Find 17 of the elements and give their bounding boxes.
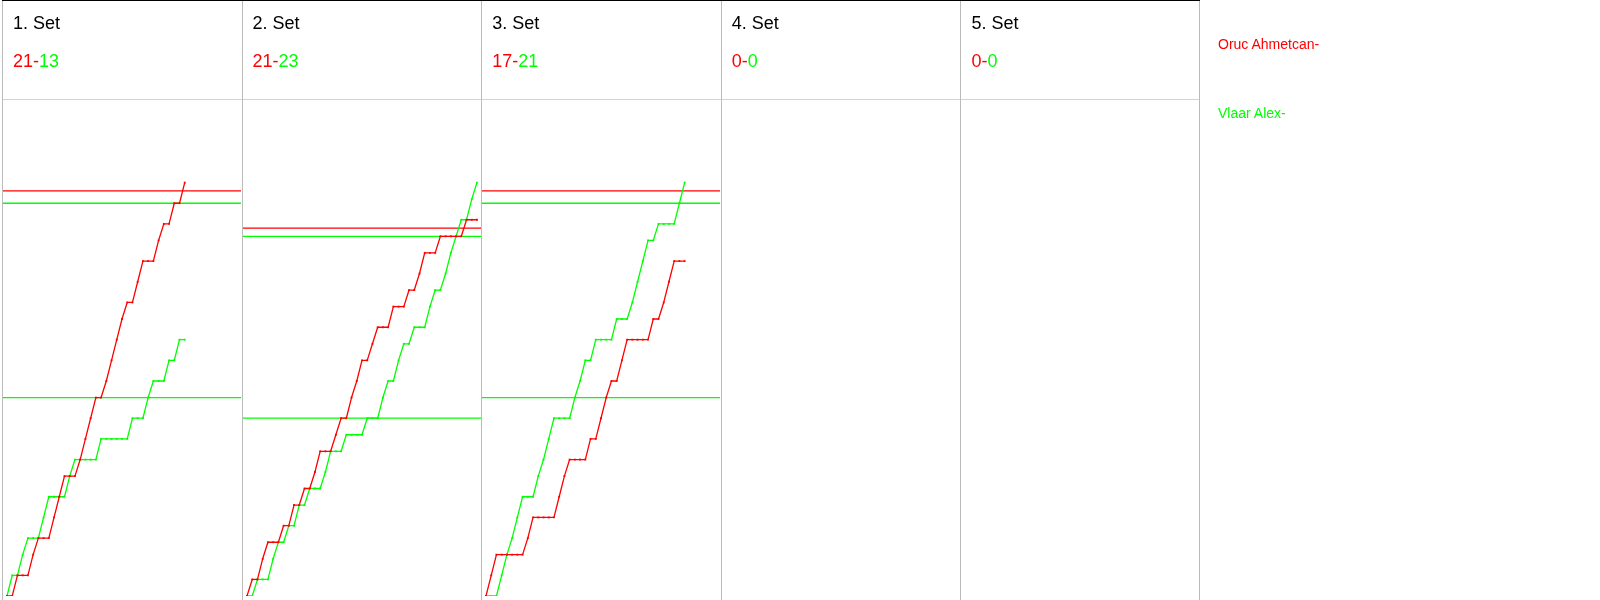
text: 0 (747, 51, 758, 71)
chart-title: 3. Set (492, 13, 540, 34)
text: Oruc Ahmetcan- (1218, 36, 1320, 52)
text: 0 (987, 51, 998, 71)
text: 5. Set (971, 13, 1019, 34)
text: 21- (13, 51, 39, 71)
text: Vlaar Alex- (1218, 105, 1286, 121)
text: 0- (971, 51, 988, 71)
text: 13 (39, 51, 60, 71)
chart-title: 2. Set (252, 13, 300, 34)
text: 23 (278, 51, 299, 71)
text: 21 (518, 51, 539, 71)
text: 21- (252, 51, 279, 71)
chart-title: 1. Set (13, 13, 61, 34)
text: 4. Set (731, 13, 779, 34)
text: 0- (731, 51, 748, 71)
text: 17- (492, 51, 519, 71)
